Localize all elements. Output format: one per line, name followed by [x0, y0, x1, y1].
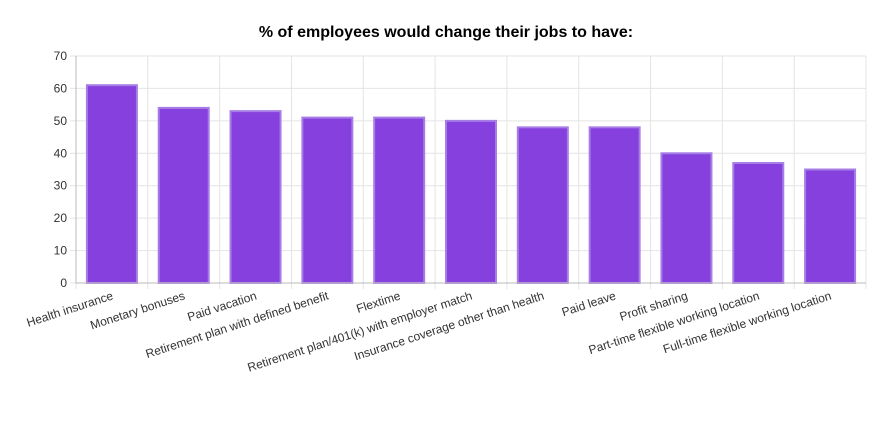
bar [588, 126, 641, 285]
y-tick-label: 20 [54, 211, 68, 225]
y-tick-label: 10 [54, 244, 68, 258]
bar [660, 152, 713, 284]
y-tick-label: 30 [54, 179, 68, 193]
y-tick-label: 40 [54, 146, 68, 160]
bar [516, 126, 569, 285]
y-tick-label: 70 [54, 49, 68, 63]
y-tick-label: 60 [54, 81, 68, 95]
bar [301, 116, 354, 284]
axes [75, 56, 866, 284]
bar [373, 116, 426, 284]
y-tick-label: 0 [60, 276, 67, 290]
bar [157, 106, 210, 284]
bar [229, 110, 282, 284]
bar [804, 168, 857, 284]
y-tick-label: 50 [54, 114, 68, 128]
bar [85, 84, 138, 284]
chart-title: % of employees would change their jobs t… [258, 24, 634, 41]
bar [732, 162, 785, 284]
bars [85, 84, 857, 285]
bar [445, 119, 497, 284]
x-tick-label: Paid leave [560, 288, 618, 319]
